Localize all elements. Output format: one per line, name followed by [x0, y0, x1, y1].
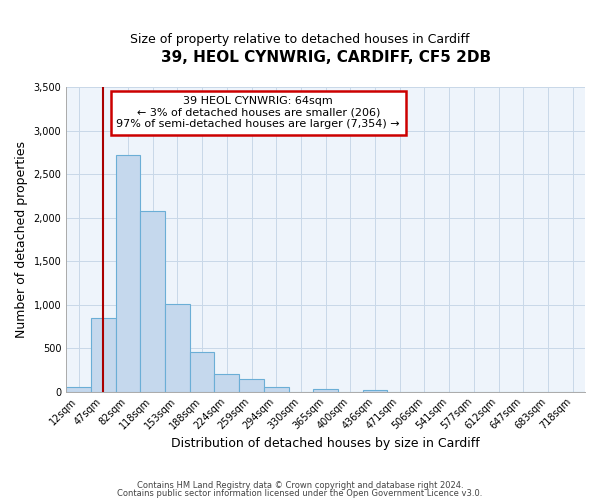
Bar: [264, 387, 289, 392]
Text: Size of property relative to detached houses in Cardiff: Size of property relative to detached ho…: [130, 32, 470, 46]
Bar: [239, 380, 264, 392]
Text: 39 HEOL CYNWRIG: 64sqm
← 3% of detached houses are smaller (206)
97% of semi-det: 39 HEOL CYNWRIG: 64sqm ← 3% of detached …: [116, 96, 400, 130]
Y-axis label: Number of detached properties: Number of detached properties: [15, 141, 28, 338]
Bar: [66, 387, 91, 392]
X-axis label: Distribution of detached houses by size in Cardiff: Distribution of detached houses by size …: [171, 437, 480, 450]
Bar: [140, 212, 165, 392]
Text: Contains HM Land Registry data © Crown copyright and database right 2024.: Contains HM Land Registry data © Crown c…: [137, 481, 463, 490]
Bar: [116, 155, 140, 392]
Text: Contains public sector information licensed under the Open Government Licence v3: Contains public sector information licen…: [118, 488, 482, 498]
Bar: [165, 304, 190, 392]
Bar: [214, 374, 239, 392]
Title: 39, HEOL CYNWRIG, CARDIFF, CF5 2DB: 39, HEOL CYNWRIG, CARDIFF, CF5 2DB: [161, 50, 491, 65]
Bar: [313, 389, 338, 392]
Bar: [190, 352, 214, 392]
Bar: [91, 318, 116, 392]
Bar: [362, 390, 388, 392]
